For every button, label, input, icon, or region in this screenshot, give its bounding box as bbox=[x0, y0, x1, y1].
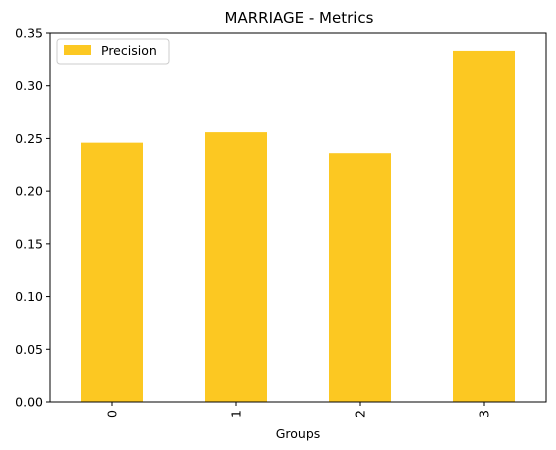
bars-group bbox=[81, 50, 515, 403]
y-tick-label: 0.05 bbox=[15, 342, 43, 357]
y-axis: 0.00 0.05 0.10 0.15 0.20 0.25 0.30 0.35 bbox=[15, 26, 50, 410]
x-axis: 0 1 2 3 bbox=[105, 402, 492, 418]
y-tick-label: 0.30 bbox=[15, 78, 43, 93]
legend[interactable]: Precision bbox=[56, 38, 170, 65]
bar-2 bbox=[329, 153, 391, 402]
legend-label-precision: Precision bbox=[101, 43, 157, 58]
y-tick-label: 0.25 bbox=[15, 131, 43, 146]
y-tick-label: 0.20 bbox=[15, 184, 43, 199]
x-axis-title: Groups bbox=[276, 426, 321, 441]
x-tick-label: 3 bbox=[477, 410, 492, 418]
y-tick-label: 0.15 bbox=[15, 236, 43, 251]
y-tick-label: 0.35 bbox=[15, 26, 43, 41]
legend-swatch-precision bbox=[64, 45, 91, 55]
bar-3 bbox=[453, 50, 515, 403]
bar-0 bbox=[81, 142, 143, 402]
y-tick-label: 0.10 bbox=[15, 289, 43, 304]
x-tick-label: 0 bbox=[105, 410, 120, 418]
bar-1 bbox=[205, 132, 267, 403]
x-tick-label: 1 bbox=[229, 410, 244, 418]
chart-title: MARRIAGE - Metrics bbox=[225, 9, 374, 27]
plot-frame bbox=[49, 32, 547, 403]
y-tick-label: 0.00 bbox=[15, 395, 43, 410]
x-tick-label: 2 bbox=[353, 410, 368, 418]
